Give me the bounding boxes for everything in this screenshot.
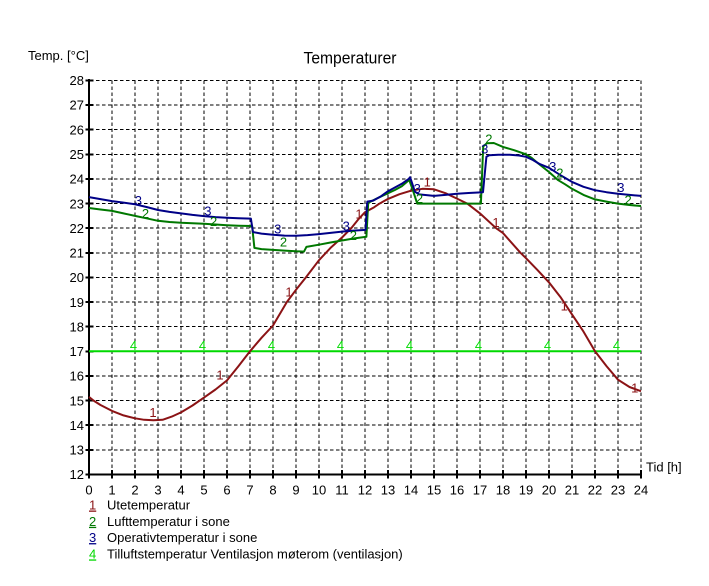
svg-text:Tilluftstemperatur Ventilasjon: Tilluftstemperatur Ventilasjon møterom (…	[107, 546, 403, 561]
svg-text:13: 13	[381, 483, 395, 498]
svg-text:4: 4	[613, 338, 620, 353]
svg-text:4: 4	[199, 338, 206, 353]
svg-text:1: 1	[424, 175, 431, 190]
svg-text:14: 14	[404, 483, 418, 498]
svg-text:16: 16	[70, 369, 84, 384]
svg-text:23: 23	[611, 483, 625, 498]
svg-text:25: 25	[70, 147, 84, 162]
svg-text:4: 4	[475, 338, 482, 353]
svg-text:15: 15	[70, 393, 84, 408]
svg-text:4: 4	[406, 338, 413, 353]
svg-text:12: 12	[358, 483, 372, 498]
svg-text:9: 9	[292, 483, 299, 498]
svg-text:5: 5	[200, 483, 207, 498]
svg-text:17: 17	[473, 483, 487, 498]
svg-text:11: 11	[335, 483, 349, 498]
svg-text:Lufttemperatur i sone: Lufttemperatur i sone	[107, 514, 230, 529]
svg-text:27: 27	[70, 98, 84, 113]
svg-text:1: 1	[108, 483, 115, 498]
svg-text:7: 7	[246, 483, 253, 498]
svg-text:2: 2	[485, 131, 492, 146]
svg-text:2: 2	[350, 228, 357, 243]
svg-text:3: 3	[414, 181, 421, 196]
svg-text:Operativtemperatur i sone: Operativtemperatur i sone	[107, 530, 257, 545]
svg-text:19: 19	[519, 483, 533, 498]
svg-text:3: 3	[135, 193, 142, 208]
svg-text:8: 8	[269, 483, 276, 498]
svg-text:18: 18	[70, 319, 84, 334]
svg-text:2: 2	[556, 166, 563, 181]
svg-text:18: 18	[496, 483, 510, 498]
svg-text:Utetemperatur: Utetemperatur	[107, 498, 191, 513]
svg-text:20: 20	[542, 483, 556, 498]
svg-text:19: 19	[70, 295, 84, 310]
svg-text:1: 1	[492, 215, 499, 230]
svg-text:1: 1	[631, 380, 638, 395]
svg-text:23: 23	[70, 196, 84, 211]
svg-text:2: 2	[142, 206, 149, 221]
svg-text:3: 3	[549, 159, 556, 174]
svg-text:Tid [h]: Tid [h]	[646, 460, 682, 475]
svg-text:10: 10	[312, 483, 326, 498]
svg-text:1: 1	[89, 498, 96, 513]
svg-text:12: 12	[70, 467, 84, 482]
svg-text:20: 20	[70, 270, 84, 285]
svg-text:3: 3	[89, 530, 96, 545]
svg-text:4: 4	[544, 338, 551, 353]
svg-text:16: 16	[450, 483, 464, 498]
svg-text:1: 1	[355, 206, 362, 221]
svg-text:4: 4	[89, 546, 96, 561]
svg-text:1: 1	[561, 299, 568, 314]
svg-text:3: 3	[204, 204, 211, 219]
svg-text:Temperaturer: Temperaturer	[304, 49, 397, 68]
svg-text:4: 4	[177, 483, 184, 498]
svg-text:Temp. [°C]: Temp. [°C]	[28, 48, 89, 63]
svg-text:21: 21	[70, 246, 84, 261]
svg-text:26: 26	[70, 122, 84, 137]
svg-text:2: 2	[280, 235, 287, 250]
svg-text:3: 3	[343, 219, 350, 234]
svg-text:3: 3	[154, 483, 161, 498]
svg-text:1: 1	[216, 368, 223, 383]
svg-text:3: 3	[481, 142, 488, 157]
svg-text:3: 3	[274, 222, 281, 237]
svg-text:2: 2	[416, 191, 423, 206]
svg-text:2: 2	[624, 193, 631, 208]
svg-text:4: 4	[268, 338, 275, 353]
svg-text:14: 14	[70, 418, 84, 433]
svg-text:2: 2	[89, 514, 96, 529]
svg-text:17: 17	[70, 344, 84, 359]
svg-text:2: 2	[131, 483, 138, 498]
svg-text:6: 6	[223, 483, 230, 498]
svg-text:22: 22	[70, 221, 84, 236]
svg-text:0: 0	[85, 483, 92, 498]
svg-text:22: 22	[588, 483, 602, 498]
svg-text:28: 28	[70, 73, 84, 88]
svg-text:4: 4	[130, 338, 137, 353]
svg-text:1: 1	[149, 405, 156, 420]
svg-text:13: 13	[70, 443, 84, 458]
svg-text:15: 15	[427, 483, 441, 498]
svg-text:2: 2	[210, 214, 217, 229]
svg-text:3: 3	[617, 180, 624, 195]
svg-text:24: 24	[70, 172, 84, 187]
svg-text:24: 24	[634, 483, 648, 498]
svg-text:1: 1	[285, 284, 292, 299]
svg-text:21: 21	[565, 483, 579, 498]
svg-text:4: 4	[337, 338, 344, 353]
